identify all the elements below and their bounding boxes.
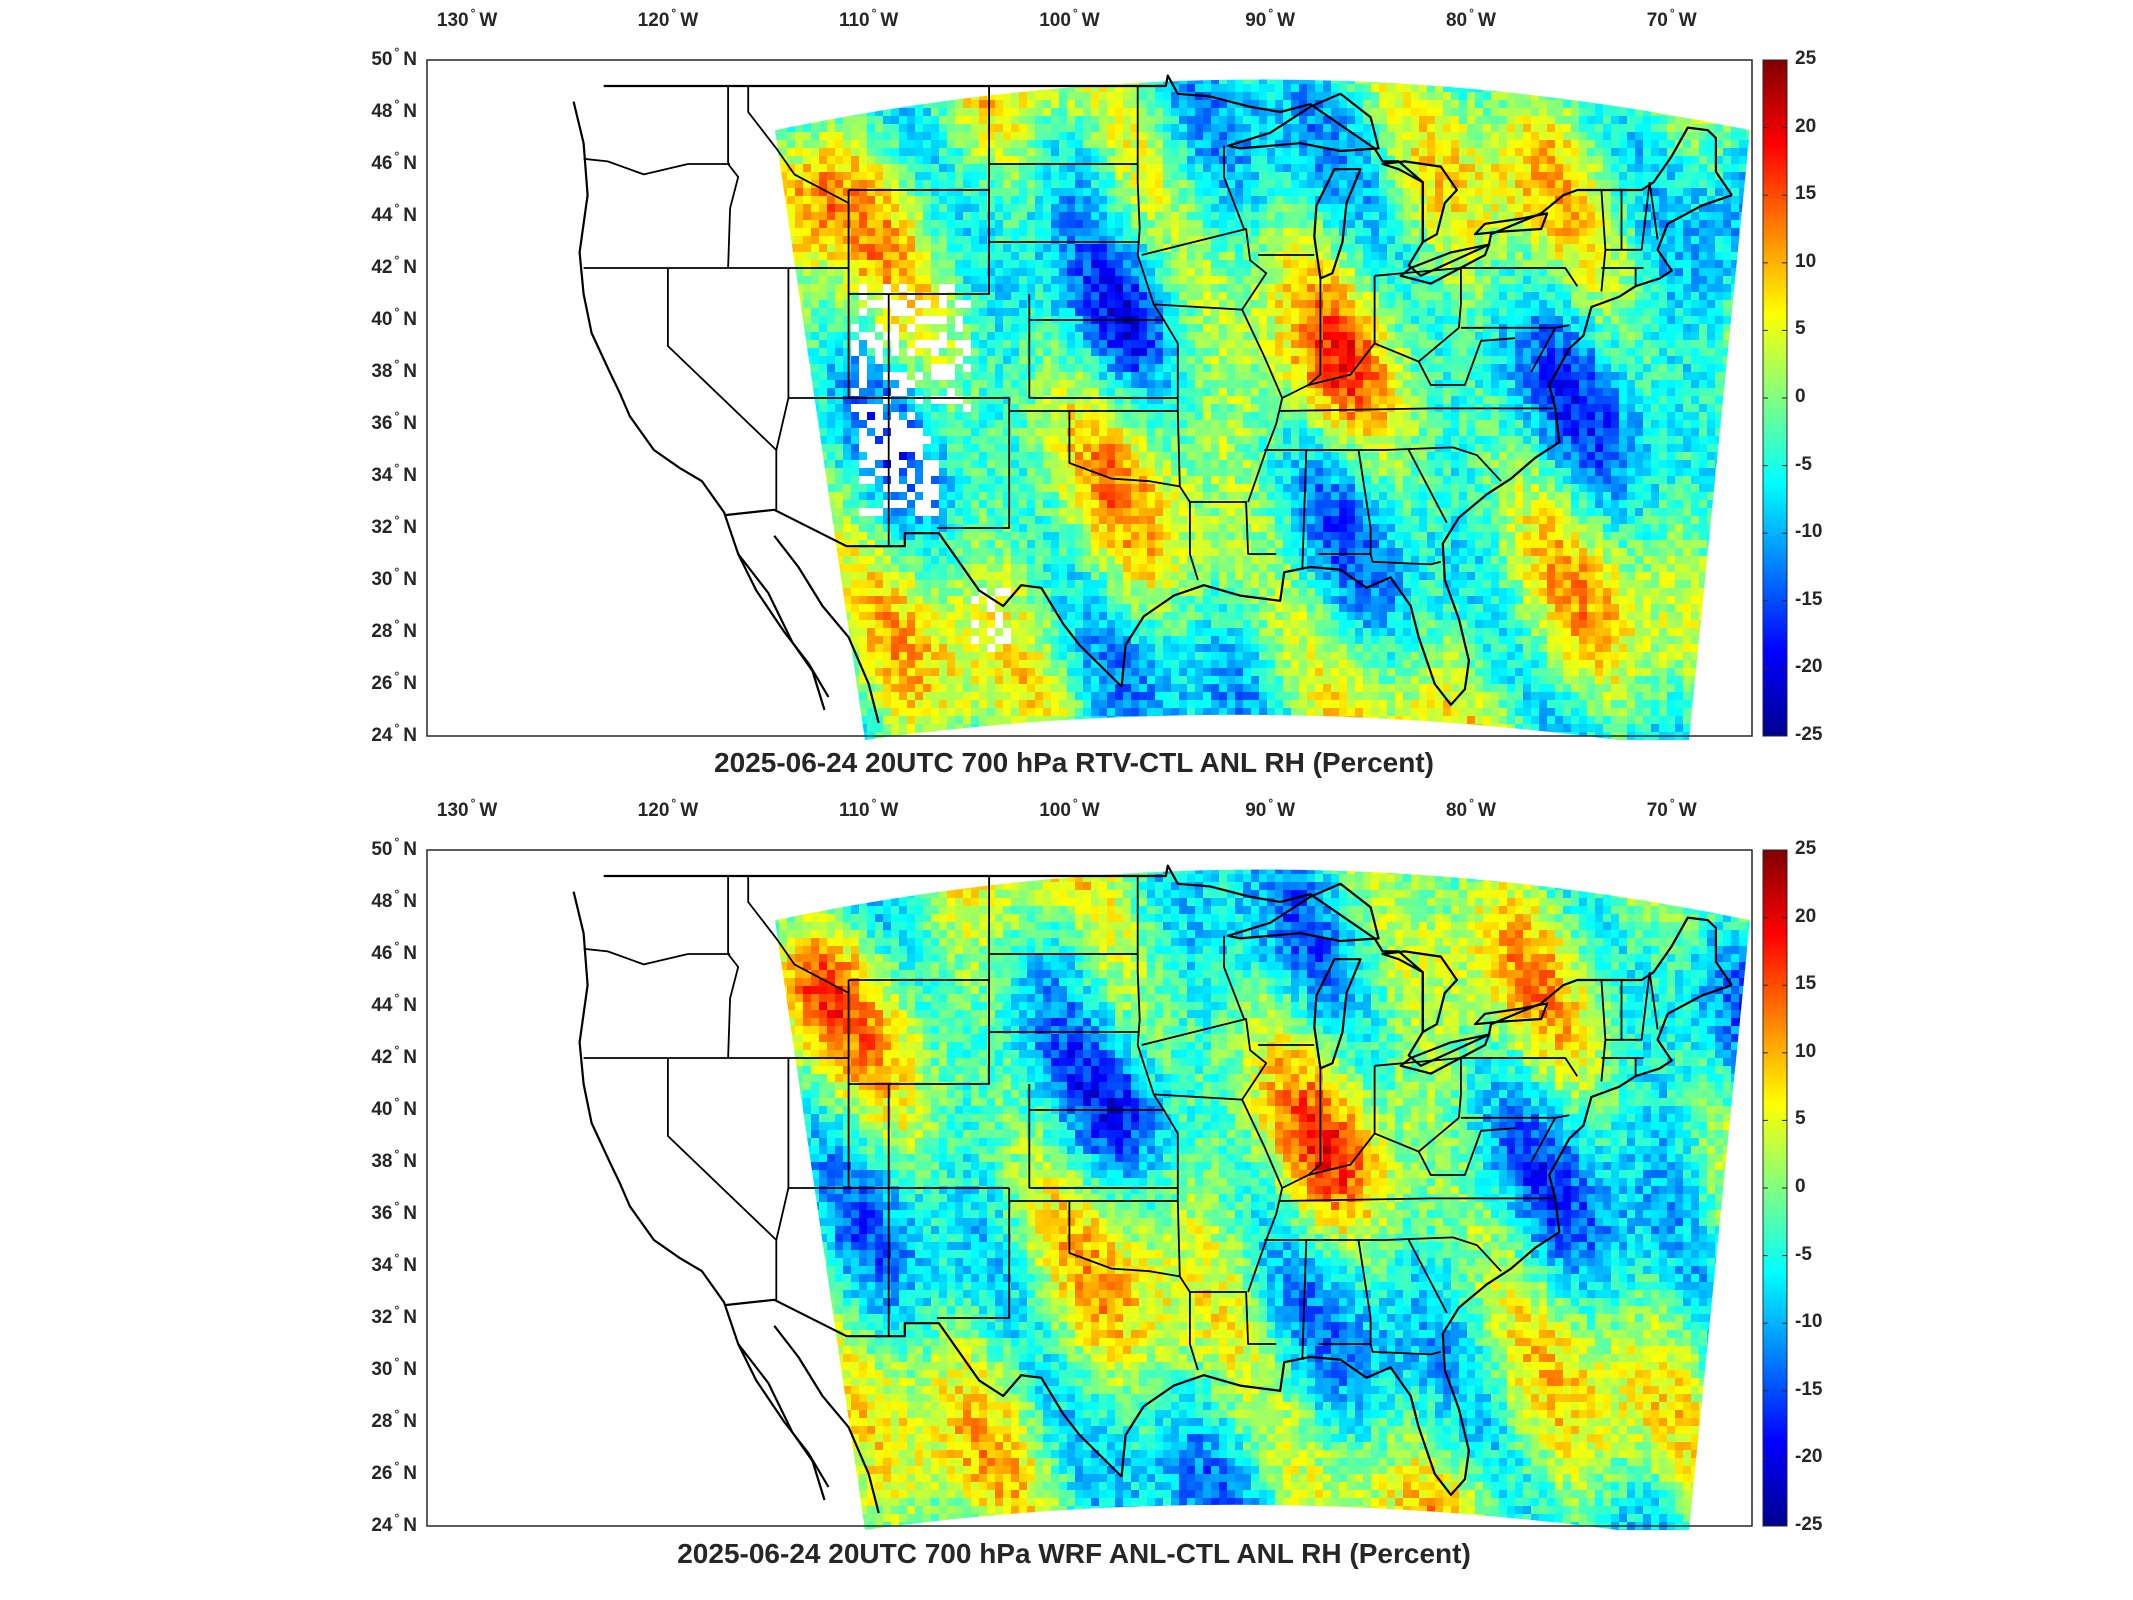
top-lat-label: 24 ° N bbox=[357, 721, 417, 747]
top-lat-label: 34 ° N bbox=[357, 461, 417, 487]
top-lon-label: 130 ° W bbox=[437, 6, 497, 32]
bottom-lat-label: 32 ° N bbox=[357, 1303, 417, 1329]
top-colorbar-label: -10 bbox=[1795, 521, 1822, 543]
bottom-lat-label: 30 ° N bbox=[357, 1355, 417, 1381]
bottom-colorbar-label: 10 bbox=[1795, 1041, 1816, 1063]
bottom-lat-label: 36 ° N bbox=[357, 1199, 417, 1225]
top-lat-label: 48 ° N bbox=[357, 97, 417, 123]
bottom-boundaries bbox=[572, 864, 1733, 1514]
bottom-colorbar-label: 25 bbox=[1795, 838, 1816, 860]
bottom-lat-label: 50 ° N bbox=[357, 835, 417, 861]
bottom-lat-label: 46 ° N bbox=[357, 939, 417, 965]
top-lat-label: 32 ° N bbox=[357, 513, 417, 539]
bottom-lon-label: 80 ° W bbox=[1446, 796, 1496, 822]
top-colorbar-label: -5 bbox=[1795, 454, 1812, 476]
top-lon-label: 70 ° W bbox=[1647, 6, 1697, 32]
bottom-colorbar-label: -20 bbox=[1795, 1446, 1822, 1468]
top-colorbar-label: -20 bbox=[1795, 656, 1822, 678]
bottom-lat-label: 48 ° N bbox=[357, 887, 417, 913]
top-rh-field bbox=[775, 79, 1750, 740]
bottom-map-title: 2025-06-24 20UTC 700 hPa WRF ANL-CTL ANL… bbox=[677, 1538, 1471, 1570]
bottom-lon-label: 100 ° W bbox=[1039, 796, 1099, 822]
bottom-colorbar-label: -25 bbox=[1795, 1514, 1822, 1536]
top-lon-label: 90 ° W bbox=[1245, 6, 1295, 32]
bottom-lat-label: 24 ° N bbox=[357, 1511, 417, 1537]
top-colorbar-label: -15 bbox=[1795, 589, 1822, 611]
top-lon-label: 100 ° W bbox=[1039, 6, 1099, 32]
bottom-lat-label: 38 ° N bbox=[357, 1147, 417, 1173]
top-map-frame bbox=[426, 59, 1753, 737]
bottom-colorbar-label: -15 bbox=[1795, 1379, 1822, 1401]
top-lat-label: 40 ° N bbox=[357, 305, 417, 331]
bottom-lon-label: 90 ° W bbox=[1245, 796, 1295, 822]
top-lat-label: 42 ° N bbox=[357, 253, 417, 279]
top-lat-label: 50 ° N bbox=[357, 45, 417, 71]
bottom-colorbar-label: -5 bbox=[1795, 1244, 1812, 1266]
top-lat-label: 30 ° N bbox=[357, 565, 417, 591]
bottom-lat-label: 44 ° N bbox=[357, 991, 417, 1017]
top-map-panel: 130 ° W 120 ° W 110 ° W 100 ° W 90 ° W 80 ° W 70 ° W 50 ° N 48 °… bbox=[0, 0, 2133, 790]
top-colorbar-label: 5 bbox=[1795, 318, 1806, 340]
bottom-lon-label: 130 ° W bbox=[437, 796, 497, 822]
top-lat-label: 28 ° N bbox=[357, 617, 417, 643]
bottom-colorbar-label: 15 bbox=[1795, 973, 1816, 995]
bottom-map-panel: 130 ° W 120 ° W 110 ° W 100 ° W 90 ° W 80 ° W 70 ° W 50 ° N 48 °… bbox=[0, 790, 2133, 1600]
top-colorbar-label: 25 bbox=[1795, 48, 1816, 70]
top-lat-label: 44 ° N bbox=[357, 201, 417, 227]
bottom-rh-field bbox=[775, 869, 1750, 1530]
bottom-lat-label: 42 ° N bbox=[357, 1043, 417, 1069]
bottom-lon-label: 70 ° W bbox=[1647, 796, 1697, 822]
bottom-lat-label: 26 ° N bbox=[357, 1459, 417, 1485]
top-lon-label: 110 ° W bbox=[839, 6, 898, 32]
bottom-colorbar-label: 0 bbox=[1795, 1176, 1806, 1198]
top-boundaries bbox=[572, 74, 1733, 724]
bottom-colorbar-label: -10 bbox=[1795, 1311, 1822, 1333]
bottom-colorbar-label: 5 bbox=[1795, 1108, 1806, 1130]
top-lat-label: 38 ° N bbox=[357, 357, 417, 383]
bottom-colorbar-label: 20 bbox=[1795, 906, 1816, 928]
top-colorbar-label: 15 bbox=[1795, 183, 1816, 205]
bottom-lat-label: 28 ° N bbox=[357, 1407, 417, 1433]
top-map-title: 2025-06-24 20UTC 700 hPa RTV-CTL ANL RH … bbox=[714, 747, 1434, 779]
bottom-lon-label: 110 ° W bbox=[839, 796, 898, 822]
top-colorbar-label: 0 bbox=[1795, 386, 1806, 408]
bottom-lon-label: 120 ° W bbox=[638, 796, 698, 822]
top-lat-label: 46 ° N bbox=[357, 149, 417, 175]
bottom-map-svg bbox=[426, 849, 1788, 1530]
top-map-svg bbox=[426, 59, 1788, 740]
bottom-lat-label: 34 ° N bbox=[357, 1251, 417, 1277]
top-lon-label: 80 ° W bbox=[1446, 6, 1496, 32]
top-lat-label: 26 ° N bbox=[357, 669, 417, 695]
top-colorbar-label: 10 bbox=[1795, 251, 1816, 273]
top-lon-label: 120 ° W bbox=[638, 6, 698, 32]
bottom-map-frame bbox=[426, 849, 1753, 1527]
top-colorbar-label: -25 bbox=[1795, 724, 1822, 746]
bottom-lat-label: 40 ° N bbox=[357, 1095, 417, 1121]
top-lat-label: 36 ° N bbox=[357, 409, 417, 435]
top-colorbar-label: 20 bbox=[1795, 116, 1816, 138]
